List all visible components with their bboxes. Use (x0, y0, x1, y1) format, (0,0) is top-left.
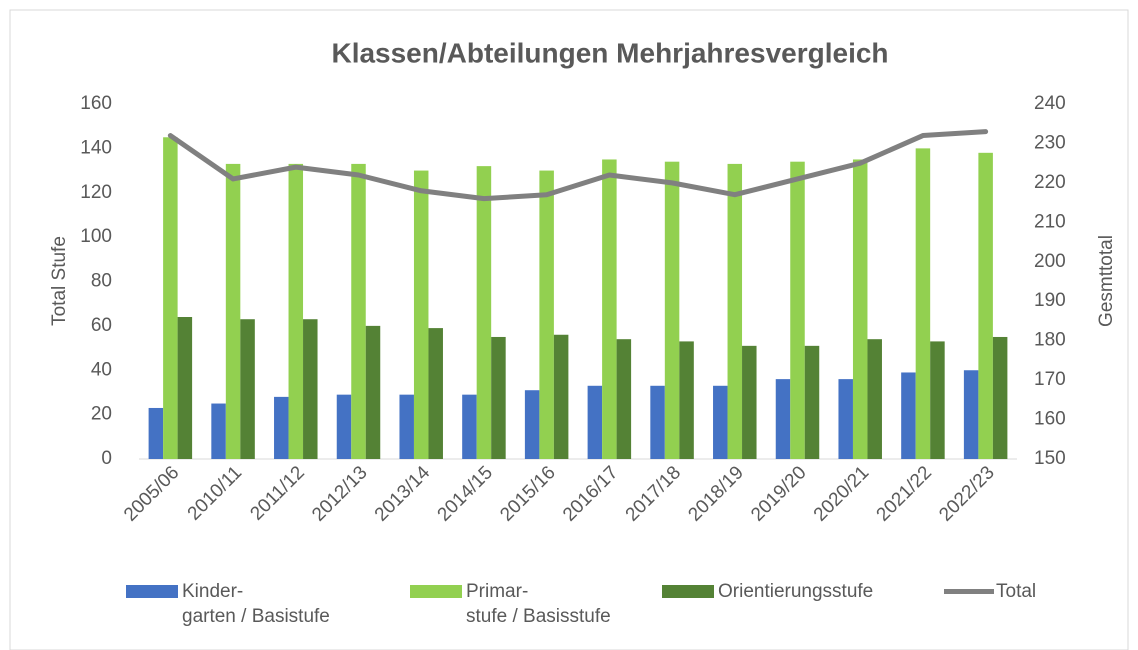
x-tick-label: 2017/18 (622, 462, 685, 525)
x-tick-label: 2005/06 (120, 462, 183, 525)
bar (148, 407, 164, 459)
x-tick-label: 2021/22 (873, 462, 936, 525)
bar (650, 385, 665, 459)
x-tick-label: 2013/14 (371, 462, 435, 526)
y-tick-label: 140 (80, 137, 112, 158)
legend-swatch (944, 589, 994, 594)
y2-axis-label: Gesmttotal (1096, 235, 1117, 327)
x-tick-label: 2022/23 (935, 462, 998, 525)
bar (679, 341, 694, 459)
x-tick-label: 2010/11 (184, 462, 246, 524)
y-tick-label: 60 (91, 315, 112, 336)
x-tick-label: 2011/12 (246, 462, 308, 524)
x-tick-label: 2012/13 (308, 462, 371, 525)
legend-swatch (662, 585, 714, 598)
y2-tick-label: 240 (1034, 93, 1066, 114)
x-tick-label: 2019/20 (747, 462, 810, 525)
bar (476, 166, 492, 459)
legend-label: Kinder- garten / Basistufe (182, 581, 330, 627)
y2-tick-label: 230 (1034, 132, 1066, 153)
bar (336, 394, 352, 459)
y2-tick-label: 160 (1034, 409, 1066, 430)
x-tick-label: 2014/15 (434, 462, 497, 525)
bar (587, 385, 603, 459)
y-tick-label: 20 (91, 404, 112, 425)
bar (413, 170, 429, 459)
y2-tick-label: 210 (1034, 211, 1066, 232)
bar (240, 319, 255, 459)
bar (225, 163, 241, 459)
y2-tick-label: 220 (1034, 172, 1066, 193)
y2-tick-label: 180 (1034, 330, 1066, 351)
bar (930, 341, 945, 459)
legend-label: Total (996, 581, 1037, 602)
bar (303, 319, 318, 459)
legend-label: Orientierungsstufe (718, 581, 874, 602)
bar (365, 325, 381, 459)
y-tick-label: 0 (101, 448, 112, 469)
bar (915, 148, 931, 459)
bar (274, 396, 289, 459)
y-axis-label: Total Stufe (49, 236, 70, 326)
y-tick-label: 80 (91, 271, 112, 292)
bar (852, 159, 868, 459)
legend-swatch (126, 585, 178, 598)
y2-tick-label: 150 (1034, 448, 1066, 469)
x-tick-label: 2018/19 (684, 462, 747, 525)
bar (163, 137, 178, 459)
bar (727, 163, 743, 459)
bar (867, 339, 882, 459)
bar (804, 345, 820, 459)
bar (177, 317, 193, 459)
bar (524, 390, 540, 459)
bar (553, 334, 569, 459)
bar (288, 163, 304, 459)
x-tick-label: 2015/16 (496, 462, 559, 525)
bar (838, 379, 853, 459)
bar (664, 161, 680, 459)
y-tick-label: 160 (80, 93, 112, 114)
bar (790, 161, 805, 459)
y-tick-label: 40 (91, 359, 112, 380)
y-tick-label: 100 (80, 226, 112, 247)
bar (399, 394, 414, 459)
x-tick-label: 2020/21 (810, 462, 873, 525)
x-tick-label: 2016/17 (559, 462, 622, 525)
bar (775, 379, 791, 459)
bar (742, 345, 757, 459)
legend-swatch (410, 585, 462, 598)
y-tick-label: 120 (80, 182, 112, 203)
bar (602, 159, 617, 459)
bar (491, 336, 506, 459)
frame (9, 9, 1129, 650)
bar (713, 385, 728, 459)
bar (992, 336, 1008, 459)
bar (428, 328, 443, 459)
bar (978, 152, 993, 459)
bar (539, 170, 554, 459)
bar (211, 403, 226, 459)
bar (616, 339, 632, 459)
bar (901, 372, 916, 459)
line (167, 129, 989, 202)
bar (963, 370, 979, 459)
y2-tick-label: 170 (1034, 369, 1066, 390)
bar (462, 394, 477, 459)
y2-tick-label: 190 (1034, 290, 1066, 311)
legend-label: Primar- stufe / Basisstufe (466, 581, 611, 627)
bar (351, 163, 366, 459)
y2-tick-label: 200 (1034, 251, 1066, 272)
chart-title: Klassen/Abteilungen Mehrjahresvergleich (331, 37, 888, 68)
